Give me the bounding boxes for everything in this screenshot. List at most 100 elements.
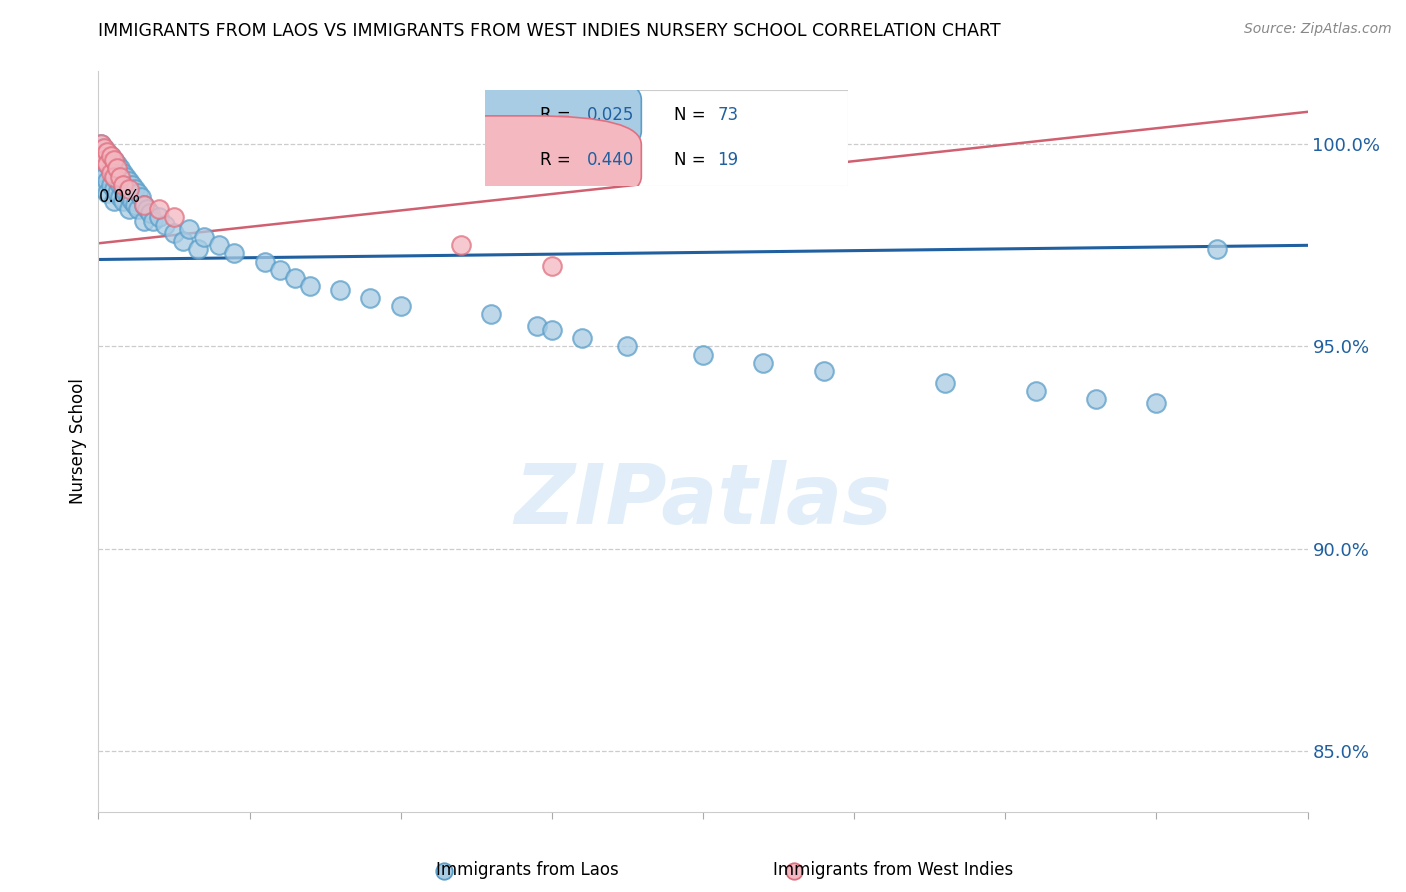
Point <box>111 182 134 196</box>
Point <box>103 153 125 168</box>
Point <box>132 198 155 212</box>
Point <box>692 347 714 361</box>
Point <box>934 376 956 390</box>
Point <box>93 153 115 168</box>
Point <box>105 186 128 200</box>
Point <box>103 153 125 168</box>
Point <box>103 165 125 179</box>
Point <box>90 137 112 152</box>
Point <box>105 157 128 171</box>
Point <box>526 319 548 334</box>
Point <box>121 194 143 208</box>
Point <box>108 178 131 192</box>
Point <box>299 278 322 293</box>
Point <box>118 202 141 216</box>
Point <box>118 182 141 196</box>
Point <box>124 182 146 196</box>
Point <box>389 299 412 313</box>
Point <box>193 230 215 244</box>
Point <box>224 246 246 260</box>
Point <box>360 291 382 305</box>
Point <box>93 153 115 168</box>
Point <box>111 194 134 208</box>
Point <box>1144 396 1167 410</box>
Point <box>114 186 136 200</box>
Point <box>100 149 122 163</box>
Point <box>433 863 456 878</box>
Point <box>177 222 201 236</box>
Point <box>813 364 835 378</box>
Point <box>121 178 143 192</box>
Point <box>90 165 112 179</box>
Point <box>148 210 170 224</box>
Point <box>163 226 186 240</box>
Point <box>450 238 472 252</box>
Point <box>105 161 128 176</box>
Point <box>1206 243 1229 257</box>
Point <box>93 141 115 155</box>
Point <box>481 307 503 321</box>
Point <box>129 190 152 204</box>
Point <box>111 165 134 179</box>
Point <box>108 161 131 176</box>
Point <box>90 149 112 163</box>
Point <box>540 259 562 273</box>
Point <box>1085 392 1108 406</box>
Point <box>124 198 146 212</box>
Point <box>148 202 170 216</box>
Point <box>108 169 131 184</box>
Point <box>96 186 118 200</box>
Point <box>105 173 128 187</box>
Point <box>783 863 806 878</box>
Text: Source: ZipAtlas.com: Source: ZipAtlas.com <box>1244 22 1392 37</box>
Point <box>616 339 638 353</box>
Point <box>103 194 125 208</box>
Point <box>100 165 122 179</box>
Point <box>1024 384 1046 398</box>
Point <box>163 210 186 224</box>
Point <box>132 198 155 212</box>
Text: 0.0%: 0.0% <box>98 188 141 206</box>
Y-axis label: Nursery School: Nursery School <box>69 378 87 505</box>
Point <box>142 214 165 228</box>
Point <box>139 206 162 220</box>
Point <box>127 202 149 216</box>
Point <box>127 186 149 200</box>
Point <box>90 149 112 163</box>
Point <box>96 157 118 171</box>
Text: Immigrants from West Indies: Immigrants from West Indies <box>773 861 1012 879</box>
Point <box>100 149 122 163</box>
Point <box>108 190 131 204</box>
Point <box>284 270 307 285</box>
Point <box>90 137 112 152</box>
Point <box>93 169 115 184</box>
Point <box>93 182 115 196</box>
Point <box>96 145 118 160</box>
Point <box>187 243 209 257</box>
Point <box>103 169 125 184</box>
Point <box>571 331 593 345</box>
Point <box>96 173 118 187</box>
Point <box>96 157 118 171</box>
Point <box>329 283 352 297</box>
Point <box>540 323 562 337</box>
Point <box>111 178 134 192</box>
Point <box>114 169 136 184</box>
Point <box>100 161 122 176</box>
Point <box>118 173 141 187</box>
Point <box>100 178 122 192</box>
Point <box>172 234 194 248</box>
Text: Immigrants from Laos: Immigrants from Laos <box>436 861 619 879</box>
Point <box>93 141 115 155</box>
Point <box>752 356 775 370</box>
Point <box>118 190 141 204</box>
Text: IMMIGRANTS FROM LAOS VS IMMIGRANTS FROM WEST INDIES NURSERY SCHOOL CORRELATION C: IMMIGRANTS FROM LAOS VS IMMIGRANTS FROM … <box>98 22 1001 40</box>
Point <box>269 262 291 277</box>
Text: ZIPatlas: ZIPatlas <box>515 460 891 541</box>
Point <box>96 145 118 160</box>
Point <box>253 254 276 268</box>
Point <box>103 182 125 196</box>
Point <box>132 214 155 228</box>
Point <box>153 218 176 232</box>
Point <box>208 238 231 252</box>
